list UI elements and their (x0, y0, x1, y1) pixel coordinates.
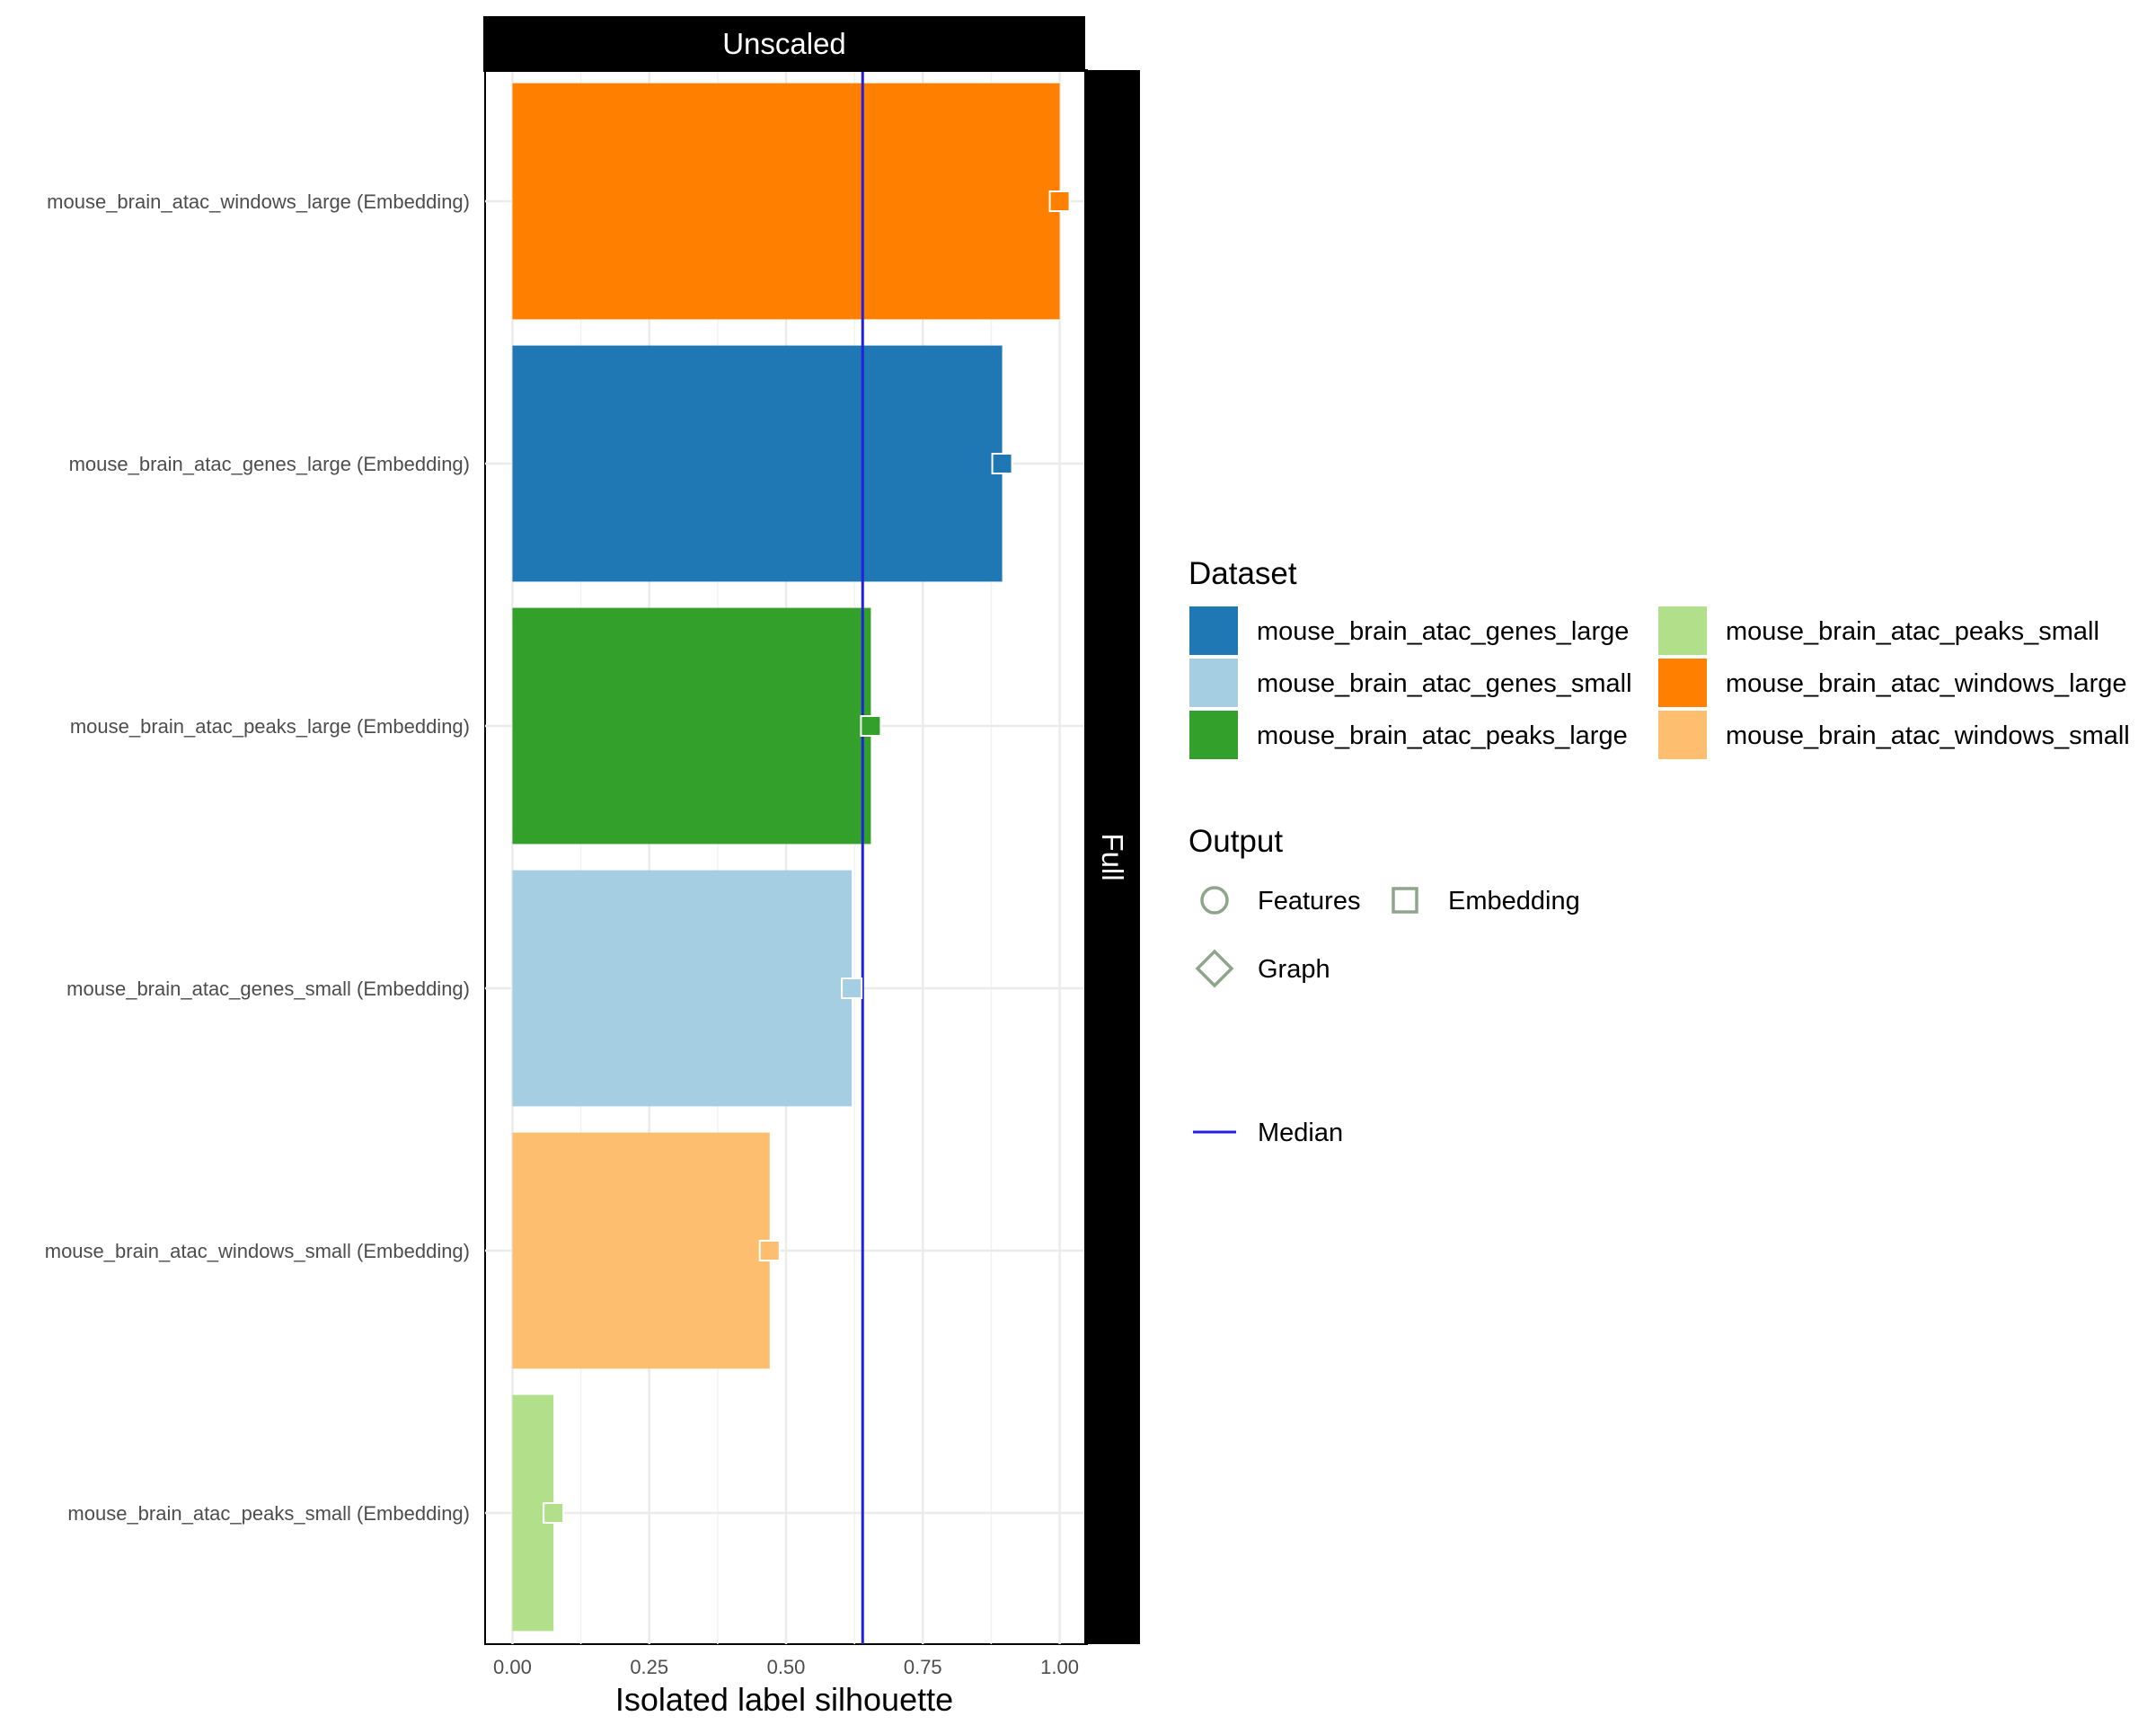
x-tick-label: 0.00 (493, 1656, 532, 1678)
x-axis-title: Isolated label silhouette (615, 1681, 953, 1718)
point-embedding (841, 978, 863, 999)
legend-dataset-label: mouse_brain_atac_peaks_small (1726, 617, 2099, 646)
legend-dataset-swatch (1188, 709, 1240, 761)
y-tick-label: mouse_brain_atac_peaks_large (Embedding) (70, 715, 470, 738)
legend: Dataset mouse_brain_atac_genes_largemous… (1188, 556, 2130, 1147)
facet-strip-right: Full (1084, 70, 1140, 1644)
facet-strip-top-bg (483, 16, 1085, 72)
legend-median-label: Median (1258, 1119, 1343, 1147)
legend-output-label: Embedding (1448, 887, 1580, 916)
y-tick-label: mouse_brain_atac_genes_large (Embedding) (69, 453, 470, 475)
bar (512, 83, 1060, 320)
legend-output-label: Features (1258, 887, 1360, 916)
legend-dataset-label: mouse_brain_atac_windows_large (1726, 669, 2127, 698)
bar (512, 345, 1003, 582)
legend-output-label: Graph (1258, 955, 1330, 984)
facet-strip-top: Unscaled (483, 16, 1085, 72)
bars (512, 83, 1060, 1632)
point-embedding (860, 715, 882, 737)
point-embedding (758, 1240, 781, 1261)
facet-strip-top-label: Unscaled (722, 27, 846, 60)
legend-dataset-label: mouse_brain_atac_genes_large (1257, 617, 1629, 646)
legend-dataset-swatch (1657, 605, 1709, 657)
bar (512, 870, 853, 1107)
circle-icon (1200, 886, 1229, 915)
legend-dataset-swatch (1657, 709, 1709, 761)
legend-output-entries: Features Embedding Graph (1195, 886, 1580, 988)
x-tick-label: 1.00 (1040, 1656, 1079, 1678)
legend-dataset-entries: mouse_brain_atac_genes_large mouse_brain_… (1188, 605, 2130, 761)
y-tick-label: mouse_brain_atac_peaks_small (Embedding) (67, 1502, 470, 1525)
point-embedding (543, 1502, 565, 1524)
y-tick-labels: mouse_brain_atac_windows_large (Embeddin… (45, 190, 470, 1525)
bar (512, 607, 871, 845)
diamond-icon (1195, 949, 1234, 988)
legend-dataset-title: Dataset (1188, 556, 1297, 591)
x-tick-label: 0.25 (630, 1656, 668, 1678)
legend-dataset-label: mouse_brain_atac_genes_small (1257, 669, 1632, 698)
legend-dataset-swatch (1657, 657, 1709, 709)
legend-dataset-swatch (1188, 657, 1240, 709)
x-tick-label: 0.50 (767, 1656, 806, 1678)
legend-dataset-label: mouse_brain_atac_windows_small (1726, 721, 2130, 750)
square-icon (1392, 887, 1418, 914)
y-tick-label: mouse_brain_atac_genes_small (Embedding) (66, 978, 470, 1000)
y-tick-label: mouse_brain_atac_windows_large (Embeddin… (47, 190, 470, 213)
x-tick-labels: 0.00 0.25 0.50 0.75 1.00 (493, 1656, 1079, 1678)
legend-dataset-label: mouse_brain_atac_peaks_large (1257, 721, 1628, 750)
legend-dataset-swatch (1188, 605, 1240, 657)
legend-median-entry: Median (1193, 1119, 1343, 1147)
y-tick-label: mouse_brain_atac_windows_small (Embeddin… (45, 1240, 470, 1262)
point-embedding (1048, 190, 1071, 212)
bar (512, 1132, 770, 1369)
points (543, 190, 1071, 1524)
x-tick-label: 0.75 (904, 1656, 942, 1678)
point-embedding (991, 453, 1013, 474)
legend-output-title: Output (1188, 824, 1283, 859)
facet-strip-right-bg (1084, 70, 1140, 1644)
facet-strip-right-label: Full (1096, 833, 1129, 880)
